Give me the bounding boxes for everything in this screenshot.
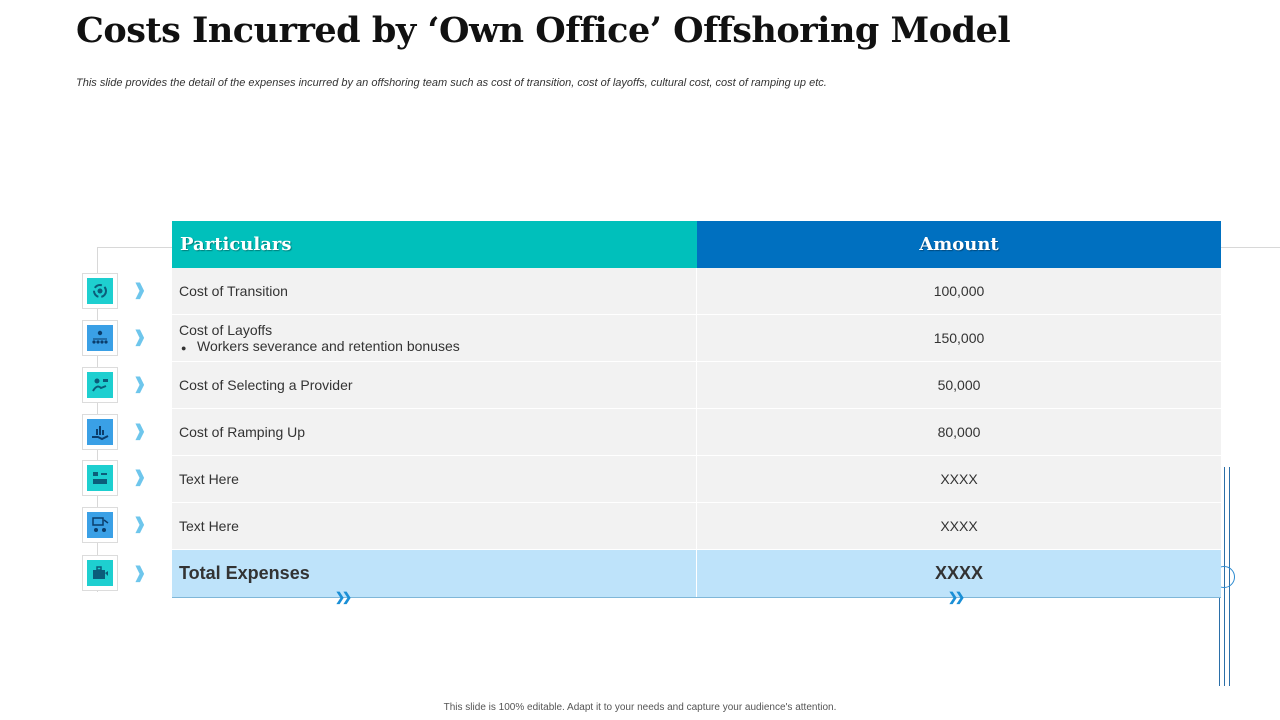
row-label: Cost of Transition: [179, 283, 288, 299]
total-row: Total Expenses XXXX: [172, 550, 1221, 598]
total-amount: XXXX: [934, 563, 984, 583]
amount-cell: 50,000: [937, 377, 981, 393]
chevron-right-icon: ❱: [133, 469, 147, 486]
table-row: Text Here XXXX: [172, 503, 1221, 550]
meeting-screen-icon: [82, 507, 118, 543]
chevron-right-icon: ❱: [133, 376, 147, 393]
expenses-table: Particulars Amount Cost of Transition 10…: [172, 221, 1221, 598]
table-row: Cost of Layoffs ● Workers severance and r…: [172, 315, 1221, 362]
briefcase-icon: [82, 555, 118, 591]
row-label: Cost of Ramping Up: [179, 424, 306, 440]
amount-cell: XXXX: [940, 471, 978, 487]
page-title: Costs Incurred by ‘Own Office’ Offshorin…: [76, 10, 1011, 51]
table-header: Particulars Amount: [172, 221, 1221, 268]
bullet-dot-icon: ●: [181, 343, 187, 353]
amount-cell: XXXX: [940, 518, 978, 534]
amount-cell: 80,000: [937, 424, 981, 440]
table-row: Cost of Selecting a Provider 50,000: [172, 362, 1221, 409]
table-row: Cost of Transition 100,000: [172, 268, 1221, 315]
footer-note: This slide is 100% editable. Adapt it to…: [443, 702, 837, 713]
particulars-cell: Cost of Transition: [172, 268, 697, 314]
double-chevron-icon: ❯❯: [948, 590, 965, 604]
office-desk-icon: [82, 460, 118, 496]
row-bullet: ● Workers severance and retention bonuses: [179, 338, 696, 354]
amount-cell: 100,000: [933, 283, 985, 299]
row-label: Cost of Selecting a Provider: [179, 377, 353, 393]
header-amount: Amount: [697, 221, 1221, 268]
total-label-text: Total Expenses: [179, 563, 310, 583]
row-label: Cost of Layoffs: [179, 322, 273, 338]
team-hierarchy-icon: [82, 320, 118, 356]
transition-cycle-icon: [82, 273, 118, 309]
particulars-cell: Cost of Layoffs ● Workers severance and r…: [172, 315, 697, 361]
row-label: Text Here: [179, 518, 239, 534]
table-row: Cost of Ramping Up 80,000: [172, 409, 1221, 456]
table-row: Text Here XXXX: [172, 456, 1221, 503]
growth-chart-hand-icon: [82, 414, 118, 450]
total-label: Total Expenses: [172, 550, 697, 597]
particulars-cell: Text Here: [172, 503, 697, 549]
chevron-right-icon: ❱: [133, 329, 147, 346]
row-bullet-text: Workers severance and retention bonuses: [197, 338, 460, 354]
particulars-cell: Text Here: [172, 456, 697, 502]
chevron-right-icon: ❱: [133, 516, 147, 533]
double-chevron-icon: ❯❯: [335, 590, 352, 604]
amount-cell: 150,000: [933, 330, 985, 346]
particulars-cell: Cost of Ramping Up: [172, 409, 697, 455]
particulars-cell: Cost of Selecting a Provider: [172, 362, 697, 408]
chevron-right-icon: ❱: [133, 565, 147, 582]
row-label: Text Here: [179, 471, 239, 487]
decor-line-top: [97, 247, 172, 248]
header-particulars: Particulars: [172, 221, 697, 268]
hand-money-icon: [82, 367, 118, 403]
page-subtitle: This slide provides the detail of the ex…: [76, 77, 827, 89]
chevron-right-icon: ❱: [133, 282, 147, 299]
chevron-right-icon: ❱: [133, 423, 147, 440]
decor-line-right: [1221, 247, 1280, 248]
